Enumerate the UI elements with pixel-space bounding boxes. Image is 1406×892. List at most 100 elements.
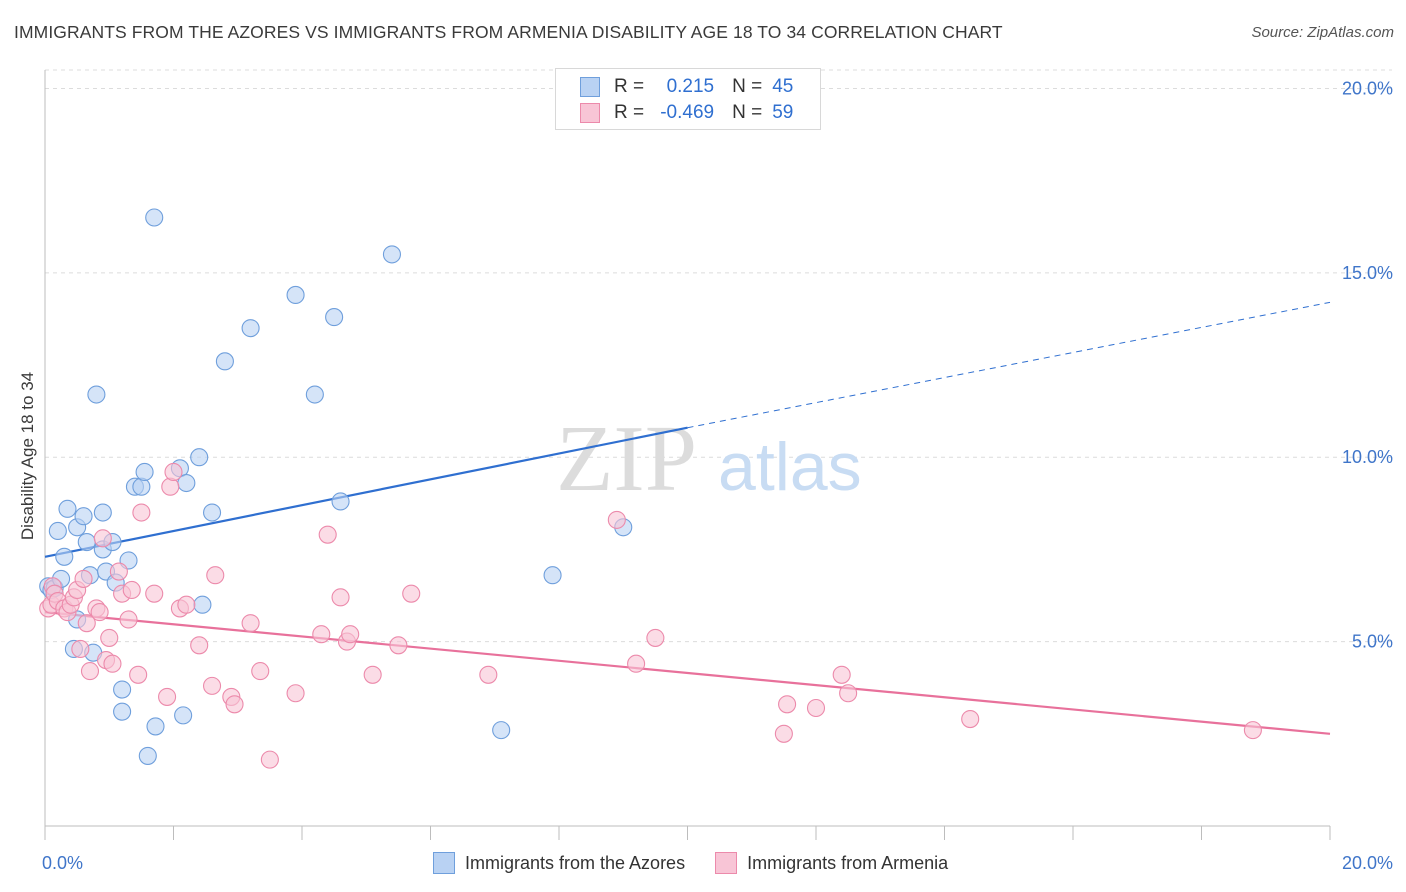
azores-trend-line (44, 426, 688, 558)
n-label: N = (732, 76, 763, 97)
azores-point (113, 702, 132, 721)
armenia-point (93, 529, 112, 548)
armenia-point (318, 525, 337, 544)
r-label: R = (614, 76, 645, 97)
series-legend: Immigrants from the Azores Immigrants fr… (433, 852, 978, 874)
azores-point (286, 285, 305, 305)
azores-point (241, 319, 260, 338)
tick-layer: 5.0% 10.0% 15.0% 20.0% 0.0% 20.0% (42, 78, 1393, 873)
armenia-point (158, 687, 177, 706)
legend-label-armenia: Immigrants from Armenia (747, 852, 949, 873)
armenia-point (145, 584, 164, 603)
armenia-point (806, 698, 826, 718)
azores-swatch (580, 77, 600, 97)
n-label: N = (732, 102, 763, 123)
azores-point (74, 507, 93, 526)
armenia-point (363, 665, 382, 684)
trend-layer (44, 301, 1331, 735)
r-value: 0.215 (666, 76, 715, 97)
armenia-point (103, 654, 122, 673)
armenia-point (961, 710, 980, 729)
points-layer (39, 208, 1262, 769)
azores-point (146, 717, 165, 736)
armenia-point (77, 614, 96, 633)
stats-legend: R = 0.215 N = 45 R = -0.469 N = 59 (555, 68, 821, 130)
armenia-point (100, 628, 119, 647)
armenia-point (832, 665, 851, 684)
azores-point (193, 595, 212, 614)
legend-item-armenia[interactable]: Immigrants from Armenia (715, 852, 948, 874)
armenia-point (251, 662, 270, 681)
armenia-point (607, 510, 626, 529)
n-value: 59 (772, 102, 794, 123)
azores-point (331, 492, 350, 511)
y-tick-label: 10.0% (1342, 447, 1393, 467)
armenia-point (225, 695, 244, 714)
armenia-legend-swatch (715, 852, 738, 874)
armenia-point (80, 662, 100, 681)
armenia-point (312, 625, 331, 644)
armenia-point (203, 676, 222, 695)
azores-point (145, 208, 164, 227)
azores-point (48, 521, 67, 541)
armenia-point (164, 462, 183, 482)
legend-label-azores: Immigrants from the Azores (465, 852, 686, 873)
armenia-swatch (580, 103, 600, 123)
armenia-point (241, 614, 260, 633)
armenia-point (90, 603, 109, 622)
armenia-point (119, 610, 138, 629)
azores-point (132, 477, 151, 496)
watermark-zip: ZIP (556, 407, 697, 511)
r-value: -0.469 (660, 102, 715, 123)
armenia-trend-line (44, 611, 1331, 735)
armenia-point (627, 654, 646, 673)
armenia-point (1243, 721, 1262, 740)
azores-point (58, 499, 77, 518)
armenia-point (161, 477, 180, 496)
azores-point (215, 352, 234, 371)
azores-point (135, 462, 154, 482)
armenia-point (177, 595, 196, 614)
grid-layer (45, 69, 1392, 643)
armenia-point (286, 684, 305, 703)
azores-point (325, 308, 344, 327)
chart-title: IMMIGRANTS FROM THE AZORES VS IMMIGRANTS… (14, 22, 1003, 42)
azores-point (55, 547, 74, 566)
azores-point (93, 503, 112, 522)
armenia-point (778, 695, 797, 714)
azores-legend-swatch (433, 852, 455, 874)
armenia-point (206, 566, 225, 585)
azores-point (77, 532, 96, 552)
armenia-point (341, 625, 360, 644)
azores-point (203, 503, 222, 522)
armenia-point (646, 628, 665, 647)
azores-point (543, 566, 562, 585)
azores-point (190, 448, 209, 467)
watermark-atlas: atlas (718, 429, 862, 505)
azores-point (492, 721, 511, 740)
azores-point (382, 245, 402, 264)
armenia-point (109, 562, 128, 581)
armenia-point (74, 569, 93, 588)
azores-point (113, 680, 132, 699)
armenia-point (774, 724, 793, 743)
x-tick-label: 0.0% (42, 853, 83, 873)
armenia-point (122, 580, 141, 600)
armenia-point (132, 503, 151, 522)
armenia-point (839, 684, 858, 703)
source-label: Source: ZipAtlas.com (1251, 24, 1394, 41)
stats-row-azores: R = 0.215 N = 45 (580, 74, 793, 100)
stats-row-armenia: R = -0.469 N = 59 (580, 100, 793, 126)
armenia-point (479, 665, 498, 684)
armenia-point (129, 665, 148, 684)
azores-point (305, 385, 324, 404)
watermark: ZIP atlas (556, 407, 862, 511)
y-tick-label: 20.0% (1342, 78, 1393, 98)
x-tick-label: 20.0% (1342, 853, 1393, 873)
armenia-point (71, 639, 90, 659)
azores-point (138, 746, 157, 765)
y-tick-label: 5.0% (1352, 632, 1393, 652)
armenia-point (331, 588, 350, 607)
legend-item-azores[interactable]: Immigrants from the Azores (433, 852, 685, 874)
